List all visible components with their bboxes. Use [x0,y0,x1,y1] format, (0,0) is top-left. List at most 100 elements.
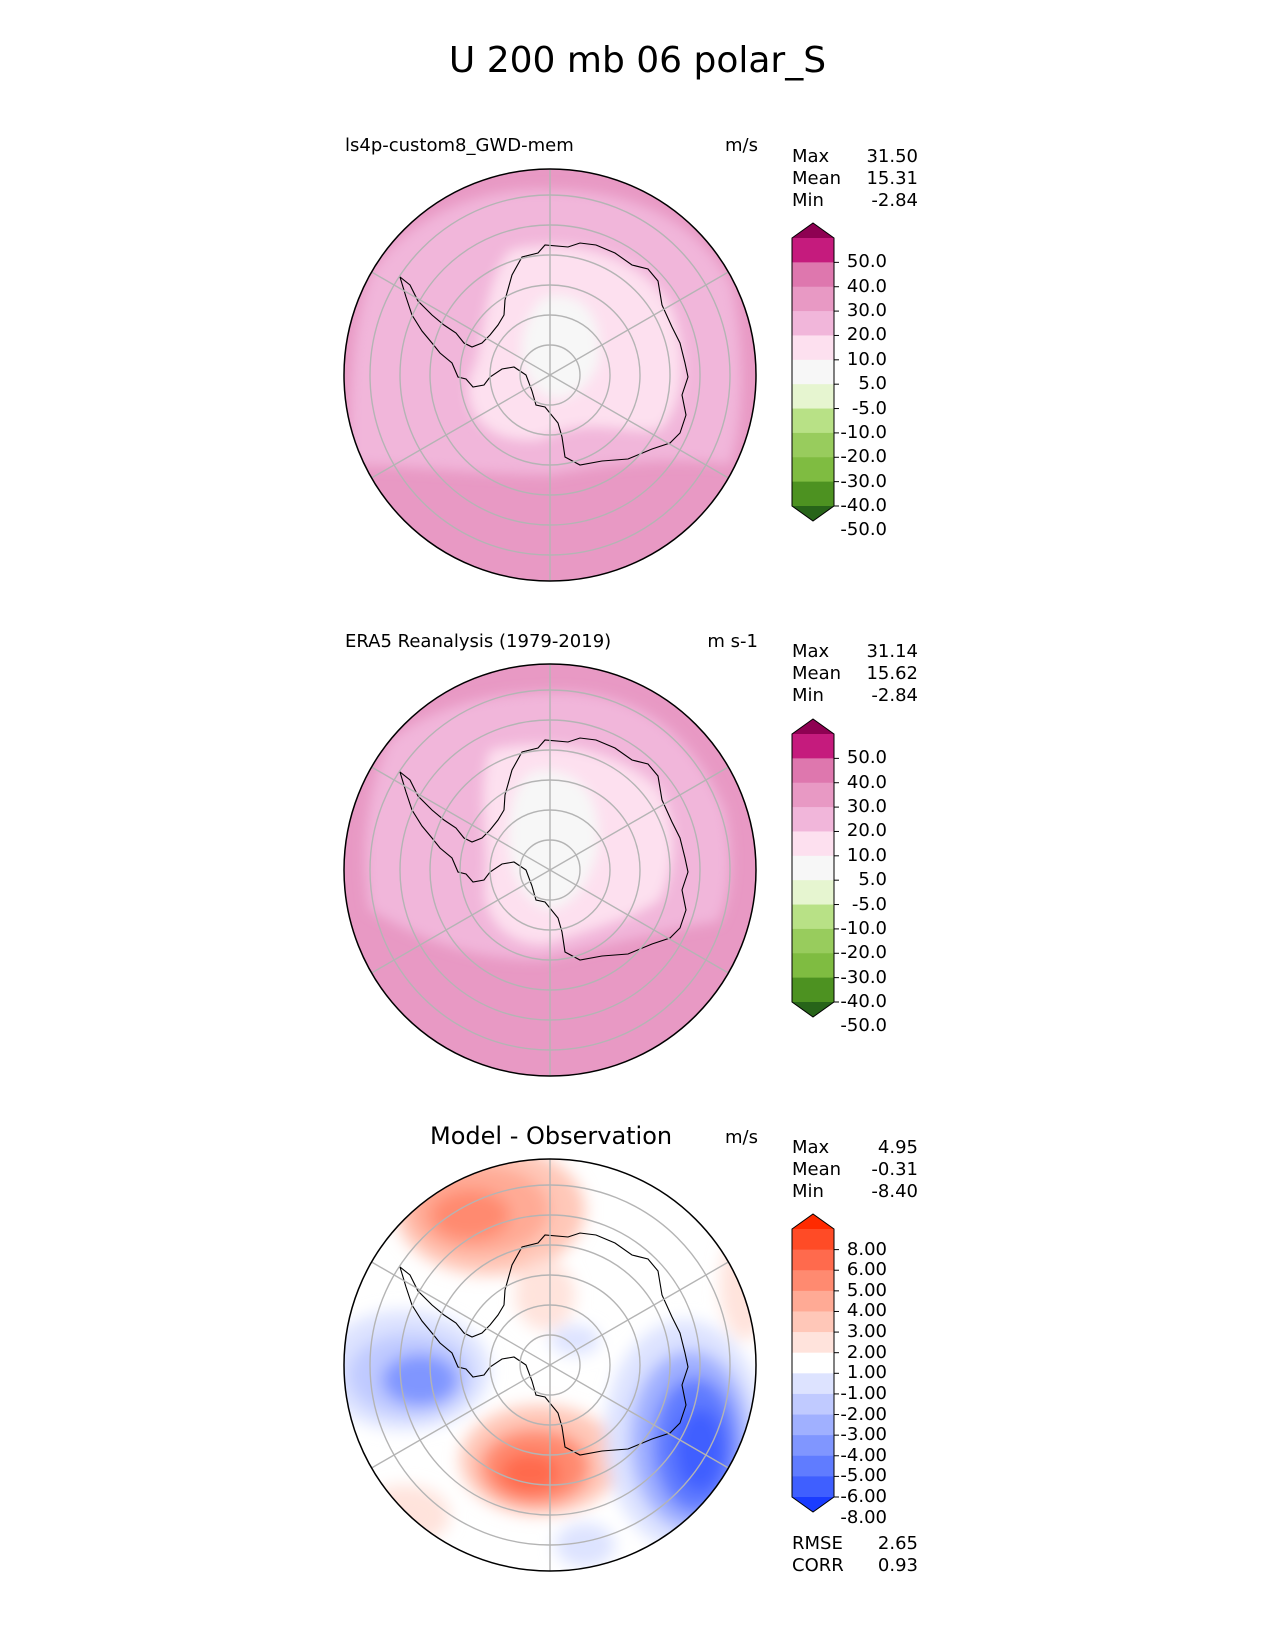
colorbar-segment [792,1435,834,1457]
panel-2-colorbar-ticks: 50.0 40.0 30.0 20.0 10.0 5.0 -5.0 -10.0 -20.0 -30… [835,718,887,1036]
colorbar-segment [792,855,834,881]
colorbar-tick-label: -8.00 [840,1506,887,1528]
colorbar-tick-label: -30.0 [840,470,887,492]
colorbar-tick-label: 50.0 [846,251,887,273]
stat-max-label: Max [792,1137,830,1158]
panel-1-colorbar [791,222,839,522]
colorbar-segment [792,335,834,361]
stat-max-label: Max [792,146,830,167]
panel-1-colorbar-ticks: 50.0 40.0 30.0 20.0 10.0 5.0 -5.0 -10.0 -20.0 -30… [835,222,887,540]
colorbar-tick-label: 30.0 [846,300,887,322]
metric-corr-value: 0.93 [877,1555,918,1576]
colorbar-extend-max [792,719,834,734]
colorbar-extend-min [792,506,834,521]
metric-rmse-label: RMSE [792,1533,843,1554]
colorbar-segment [792,831,834,857]
colorbar-tick-label: -1.00 [840,1382,887,1404]
colorbar-segment [792,758,834,784]
panel-3-label: Model - Observation [430,1122,673,1150]
colorbar-segment [792,807,834,832]
colorbar-tick-label: -2.00 [840,1403,887,1425]
panel-3-colorbar-ticks: 8.00 6.00 5.00 4.00 3.00 2.00 1.00 -1.00 -2.00 -3… [835,1213,887,1528]
stat-max-value: 31.50 [866,146,918,167]
panel-3-colorbar [791,1213,839,1513]
colorbar-segment [792,1229,834,1251]
stat-min-label: Min [792,1181,824,1202]
stat-min-label: Min [792,190,824,211]
panel-3-stats: Max 4.95 Mean -0.31 Min -8.40 [792,1137,918,1203]
colorbar-tick-label: -20.0 [840,942,887,964]
colorbar-segment [792,359,834,385]
colorbar-segment [792,311,834,336]
panel-1-coastline [398,242,689,466]
colorbar-segment [792,262,834,288]
colorbar-tick-label: 5.0 [858,373,887,395]
stat-mean-value: 15.31 [866,168,918,189]
colorbar-segment [792,1332,834,1354]
colorbar-segment [792,1290,834,1312]
colorbar-tick-label: 5.0 [858,869,887,891]
panel-2-map [343,663,757,1077]
stat-min-value: -8.40 [871,1181,918,1202]
panel-1-boundary [343,168,757,582]
colorbar-tick-label: -40.0 [840,495,887,516]
colorbar-tick-label: 20.0 [846,820,887,842]
colorbar-tick-label: 10.0 [846,348,887,370]
panel-2-stats: Max 31.14 Mean 15.62 Min -2.84 [792,641,918,707]
colorbar-extend-min [792,1497,834,1512]
stat-mean-label: Mean [792,1159,842,1180]
colorbar-tick-label: -50.0 [840,1015,887,1037]
colorbar-segment [792,734,834,759]
colorbar-tick-label: 3.00 [846,1321,887,1343]
panel-3-coastline [398,1232,689,1456]
panel-2-colorbar [791,718,839,1018]
panel-1-graticule [369,169,731,581]
panel-3-boundary [343,1158,757,1572]
colorbar-segment [792,1270,834,1292]
colorbar-segment [792,481,834,507]
colorbar-segment [792,1455,834,1477]
colorbar-tick-label: -30.0 [840,966,887,988]
colorbar-extend-max [792,1214,834,1229]
colorbar-tick-label: 20.0 [846,324,887,346]
panel-2-boundary [343,663,757,1077]
metric-rmse-value: 2.65 [877,1533,918,1554]
panel-2-coastline [398,737,689,961]
colorbar-extend-min [792,1002,834,1017]
colorbar-segment [792,904,834,930]
colorbar-tick-label: -20.0 [840,446,887,468]
colorbar-segment [792,384,834,410]
panel-1-units: m/s [725,135,758,156]
colorbar-tick-label: 10.0 [846,844,887,866]
panel-3-graticule [369,1159,731,1571]
panel-2-graticule [369,664,731,1076]
stat-max-value: 31.14 [866,641,918,662]
colorbar-tick-label: -6.00 [840,1486,887,1507]
colorbar-tick-label: -5.0 [851,397,887,419]
colorbar-tick-label: -10.0 [840,421,887,443]
colorbar-segment [792,457,834,483]
colorbar-segment [792,1249,834,1271]
colorbar-tick-label: 50.0 [846,747,887,769]
stat-min-label: Min [792,685,824,706]
metric-corr-label: CORR [792,1555,844,1576]
colorbar-tick-label: -10.0 [840,917,887,939]
colorbar-tick-label: -5.00 [840,1465,887,1487]
colorbar-segment [792,238,834,263]
stat-mean-label: Mean [792,663,842,684]
colorbar-tick-label: 40.0 [846,275,887,297]
stat-mean-value: 15.62 [866,663,918,684]
colorbar-tick-label: -50.0 [840,519,887,541]
stat-max-value: 4.95 [877,1137,918,1158]
colorbar-tick-label: -4.00 [840,1444,887,1466]
colorbar-tick-label: 5.00 [846,1279,887,1301]
panel-2-label: ERA5 Reanalysis (1979-2019) [345,631,612,652]
colorbar-tick-label: 4.00 [846,1300,887,1322]
colorbar-segment [792,953,834,979]
colorbar-tick-label: -5.0 [851,893,887,915]
colorbar-segment [792,1373,834,1395]
colorbar-tick-label: -40.0 [840,991,887,1012]
panel-1-label: ls4p-custom8_GWD-mem [345,135,574,156]
stat-mean-label: Mean [792,168,842,189]
colorbar-extend-max [792,223,834,238]
